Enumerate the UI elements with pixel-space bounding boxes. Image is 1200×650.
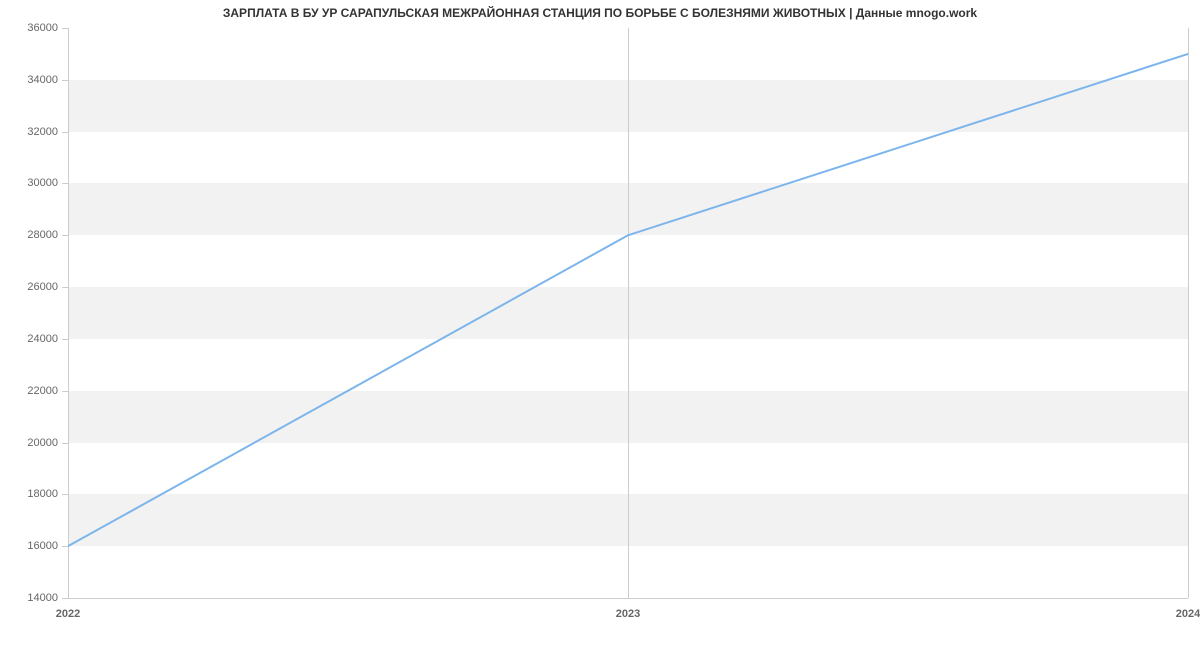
y-axis-label: 30000: [8, 177, 58, 189]
y-axis-label: 34000: [8, 74, 58, 86]
y-axis-label: 16000: [8, 540, 58, 552]
y-axis-label: 36000: [8, 22, 58, 34]
x-gridline: [1188, 28, 1189, 598]
series-svg: [68, 28, 1188, 598]
salary-line-chart: ЗАРПЛАТА В БУ УР САРАПУЛЬСКАЯ МЕЖРАЙОННА…: [0, 0, 1200, 650]
y-axis-label: 22000: [8, 385, 58, 397]
plot-area: 1400016000180002000022000240002600028000…: [68, 28, 1188, 598]
x-axis: [68, 598, 1188, 599]
x-axis-label: 2024: [1176, 608, 1200, 620]
y-axis-label: 26000: [8, 281, 58, 293]
x-axis-label: 2023: [616, 608, 640, 620]
y-axis-label: 14000: [8, 592, 58, 604]
chart-title: ЗАРПЛАТА В БУ УР САРАПУЛЬСКАЯ МЕЖРАЙОННА…: [0, 6, 1200, 20]
y-axis-label: 20000: [8, 437, 58, 449]
y-axis-label: 28000: [8, 229, 58, 241]
x-axis-label: 2022: [56, 608, 80, 620]
y-axis-label: 32000: [8, 126, 58, 138]
y-axis-label: 18000: [8, 488, 58, 500]
y-axis-label: 24000: [8, 333, 58, 345]
line-series-salary: [68, 54, 1188, 546]
